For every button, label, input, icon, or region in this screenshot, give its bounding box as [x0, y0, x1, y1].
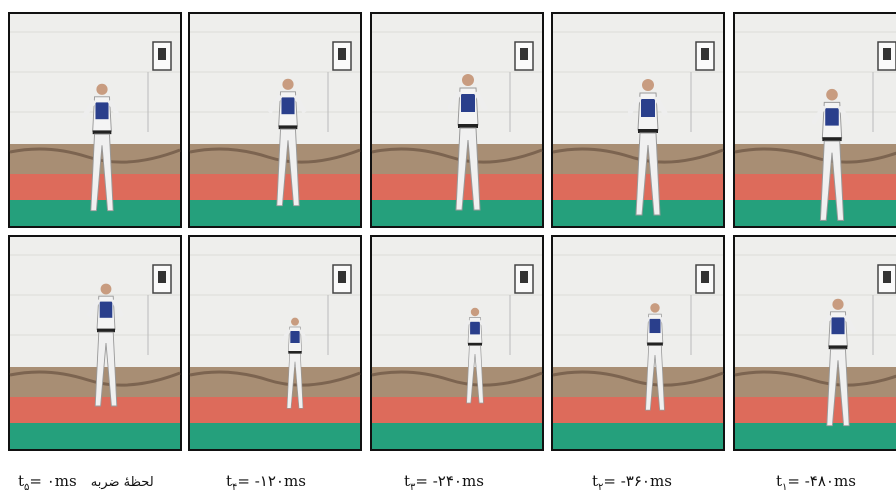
caption: t۳= -۲۴۰ms	[404, 472, 484, 493]
caption-time: = ۰ms	[29, 472, 77, 490]
photo	[370, 235, 544, 451]
photo	[8, 235, 182, 451]
caption-t: t	[592, 472, 599, 490]
photo	[188, 235, 362, 451]
photo	[551, 235, 725, 451]
photo	[733, 235, 896, 451]
caption-time: = -۴۸۰ms	[787, 472, 856, 490]
caption-sub: ۵	[24, 482, 30, 493]
caption: t۴= -۱۲۰ms	[226, 472, 306, 493]
caption: t۵= ۰ms لحظهٔ ضربه	[18, 472, 154, 493]
row-1	[8, 12, 896, 228]
row-2	[8, 235, 896, 451]
caption-sub: ۳	[410, 482, 416, 493]
caption-time: = -۱۲۰ms	[237, 472, 306, 490]
caption-sub: ۴	[232, 482, 238, 493]
caption-t: t	[226, 472, 233, 490]
photo	[188, 12, 362, 228]
caption-sub: ۲	[598, 482, 604, 493]
caption-note: لحظهٔ ضربه	[90, 475, 154, 490]
caption-time: = -۳۶۰ms	[603, 472, 672, 490]
caption-time: = -۲۴۰ms	[415, 472, 484, 490]
caption: t۲= -۳۶۰ms	[592, 472, 672, 493]
caption-t: t	[18, 472, 25, 490]
caption-t: t	[776, 472, 783, 490]
caption-sub: ۱	[782, 482, 788, 493]
caption-t: t	[404, 472, 411, 490]
caption: t۱= -۴۸۰ms	[776, 472, 856, 493]
